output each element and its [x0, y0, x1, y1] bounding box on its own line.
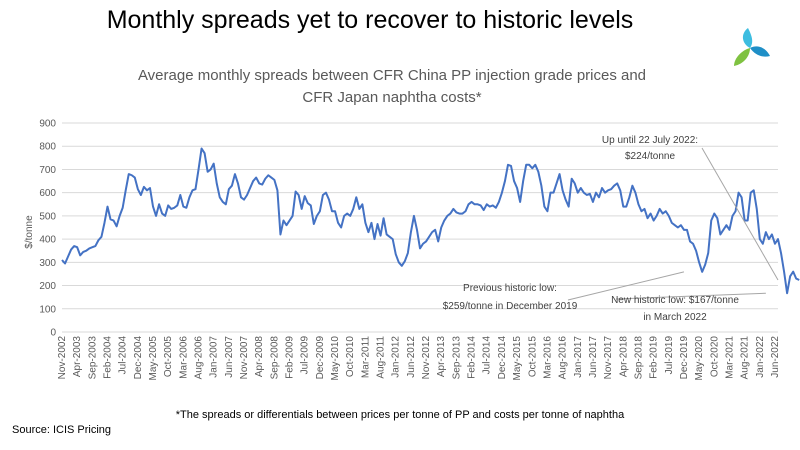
annotation-text: New historic low: $167/tonne [611, 295, 739, 306]
x-tick-label: Apr-2003 [72, 336, 83, 378]
y-tick-label: 500 [39, 211, 56, 222]
x-tick-label: Aug-2021 [740, 336, 751, 380]
x-tick-label: Jul-2014 [482, 336, 493, 375]
x-tick-label: Nov-2012 [421, 336, 432, 380]
y-tick-label: 300 [39, 258, 56, 269]
y-tick-label: 800 [39, 142, 56, 153]
x-tick-label: Sep-2003 [87, 336, 98, 380]
x-tick-label: Jul-2009 [300, 336, 311, 375]
x-tick-label: Jun-2012 [406, 336, 417, 378]
y-tick-labels: 0 100 200 300 400 500 600 700 800 900 [39, 119, 56, 339]
x-tick-label: Jun-2007 [224, 336, 235, 378]
y-tick-label: 100 [39, 304, 56, 315]
x-tick-label: Jan-2007 [209, 336, 220, 378]
x-tick-label: Feb-2019 [649, 336, 660, 379]
y-axis-label: $/tonne [24, 215, 35, 249]
annotation-text: in March 2022 [643, 312, 707, 323]
x-tick-label: Nov-2002 [57, 336, 68, 380]
x-tick-label: Feb-2014 [467, 336, 478, 379]
x-tick-label: Apr-2018 [618, 336, 629, 378]
annotation-text: Up until 22 July 2022: [602, 135, 698, 146]
x-tick-label: Aug-2006 [194, 336, 205, 380]
y-tick-label: 0 [50, 328, 56, 339]
annotation-leader [701, 147, 779, 281]
icis-logo-icon [734, 28, 770, 66]
x-tick-label: Mar-2016 [542, 336, 553, 379]
y-tick-label: 200 [39, 281, 56, 292]
y-tick-label: 400 [39, 235, 56, 246]
x-tick-label: Aug-2011 [376, 336, 387, 379]
x-tick-label: Sep-2018 [633, 336, 644, 380]
x-tick-label: Aug-2016 [558, 336, 569, 380]
x-tick-label: May-2020 [694, 336, 705, 381]
x-tick-label: May-2015 [512, 336, 523, 381]
x-tick-label: Dec-2004 [133, 336, 144, 380]
annotation-text: $224/tonne [625, 151, 675, 162]
x-tick-labels: Nov-2002 Apr-2003 Sep-2003 Feb-2004 Jul-2004… [57, 336, 781, 381]
x-tick-label: Mar-2006 [178, 336, 189, 379]
x-tick-label: Sep-2008 [269, 336, 280, 380]
x-tick-label: May-2005 [148, 336, 159, 381]
annotation-leader [615, 292, 766, 300]
footnote: *The spreads or differentials between pr… [175, 409, 625, 421]
x-tick-label: Jun-2017 [588, 336, 599, 378]
x-tick-label: Oct-2020 [709, 336, 720, 378]
series-line [61, 147, 800, 295]
x-tick-label: Oct-2010 [345, 336, 356, 378]
x-tick-label: Sep-2013 [451, 336, 462, 380]
chart-title-line-2: CFR Japan naphtha costs* [302, 89, 481, 106]
x-tick-label: Dec-2009 [315, 336, 326, 380]
x-tick-label: Nov-2007 [239, 336, 250, 380]
x-tick-label: Apr-2008 [254, 336, 265, 378]
annotation-text: Previous historic low: [463, 283, 557, 294]
y-tick-label: 700 [39, 165, 56, 176]
x-tick-label: Jan-2022 [755, 336, 766, 378]
series-lines [61, 147, 800, 295]
y-tick-label: 900 [39, 119, 56, 130]
x-tick-label: Apr-2013 [436, 336, 447, 378]
source-note: Source: ICIS Pricing [12, 424, 112, 436]
annotations: Up until 22 July 2022: $224/tonne Previous… [443, 135, 779, 323]
x-tick-label: Mar-2011 [360, 336, 371, 378]
chart-title-line-1: Average monthly spreads between CFR Chin… [138, 67, 646, 84]
x-tick-label: Jan-2017 [573, 336, 584, 378]
x-tick-label: Jul-2019 [664, 336, 675, 375]
x-tick-label: Jun-2022 [770, 336, 781, 378]
x-tick-label: Mar-2021 [724, 336, 735, 379]
headline: Monthly spreads yet to recover to histor… [106, 6, 634, 34]
x-tick-label: Jul-2004 [118, 336, 129, 375]
x-tick-label: Jan-2012 [391, 336, 402, 378]
annotation-leader [567, 271, 685, 301]
x-tick-label: May-2010 [330, 336, 341, 381]
x-tick-label: Nov-2017 [603, 336, 614, 380]
x-tick-label: Feb-2009 [285, 336, 296, 379]
x-tick-label: Oct-2005 [163, 336, 174, 378]
x-tick-label: Feb-2004 [103, 336, 114, 379]
x-tick-label: Oct-2015 [527, 336, 538, 378]
gridlines [62, 122, 778, 333]
y-tick-label: 600 [39, 188, 56, 199]
annotation-text: $259/tonne in December 2019 [443, 301, 578, 312]
x-tick-label: Dec-2014 [497, 336, 508, 380]
x-tick-label: Dec-2019 [679, 336, 690, 380]
